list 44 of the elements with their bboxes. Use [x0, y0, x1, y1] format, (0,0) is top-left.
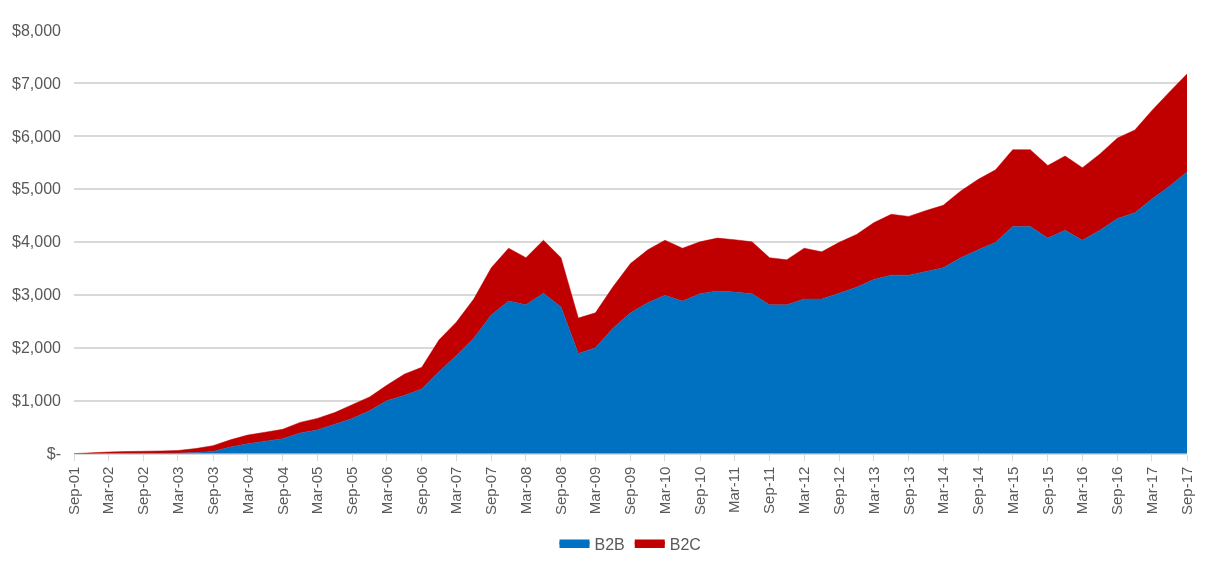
x-tick-label: Mar-12 [795, 466, 813, 515]
x-tick-label: Sep-04 [273, 466, 291, 515]
x-tick-label: Sep-12 [830, 466, 848, 515]
x-tick-label: Mar-10 [655, 466, 673, 515]
x-tick-label: Mar-02 [99, 466, 117, 515]
x-tick-label: Mar-11 [725, 466, 743, 514]
x-tick-label: Mar-15 [1003, 466, 1021, 515]
x-tick-label: Sep-15 [1038, 466, 1056, 515]
x-tick-label: Sep-16 [1108, 466, 1126, 515]
y-tick-label: $- [46, 445, 61, 463]
y-tick-label: $2,000 [12, 339, 62, 357]
x-tick-label: Mar-03 [168, 466, 186, 515]
x-tick-label: Sep-10 [690, 466, 708, 515]
y-tick-label: $5,000 [12, 180, 62, 198]
x-tick-label: Sep-07 [482, 466, 500, 515]
y-tick-label: $6,000 [12, 127, 62, 145]
x-tick-label: Sep-09 [621, 466, 639, 515]
x-tick-label: Sep-03 [203, 466, 221, 515]
x-tick-label: Sep-11 [760, 466, 778, 514]
x-tick-label: Sep-17 [1177, 466, 1195, 515]
y-tick-label: $8,000 [12, 21, 62, 39]
x-tick-label: Sep-05 [343, 466, 361, 515]
x-tick-label: Sep-06 [412, 466, 430, 515]
legend-label: B2B [594, 536, 625, 554]
y-tick-label: $4,000 [12, 233, 62, 251]
x-tick-label: Sep-01 [64, 466, 82, 515]
x-tick-label: Mar-06 [377, 466, 395, 515]
x-tick-label: Mar-14 [934, 466, 952, 515]
x-tick-label: Mar-16 [1073, 466, 1091, 515]
x-tick-label: Mar-04 [238, 466, 256, 515]
x-tick-label: Sep-08 [551, 466, 569, 515]
x-tick-label: Mar-17 [1142, 466, 1160, 515]
y-tick-label: $7,000 [12, 74, 62, 92]
x-tick-label: Mar-05 [308, 466, 326, 515]
y-tick-label: $3,000 [12, 286, 62, 304]
x-tick-label: Mar-07 [447, 466, 465, 515]
x-tick-label: Mar-09 [586, 466, 604, 515]
y-tick-label: $1,000 [12, 392, 62, 410]
x-tick-label: Mar-13 [864, 466, 882, 515]
x-tick-label: Sep-14 [969, 466, 987, 515]
x-tick-label: Sep-13 [899, 466, 917, 515]
legend-label: B2C [669, 536, 701, 554]
x-tick-label: Mar-08 [516, 466, 534, 515]
x-tick-label: Sep-02 [134, 466, 152, 515]
